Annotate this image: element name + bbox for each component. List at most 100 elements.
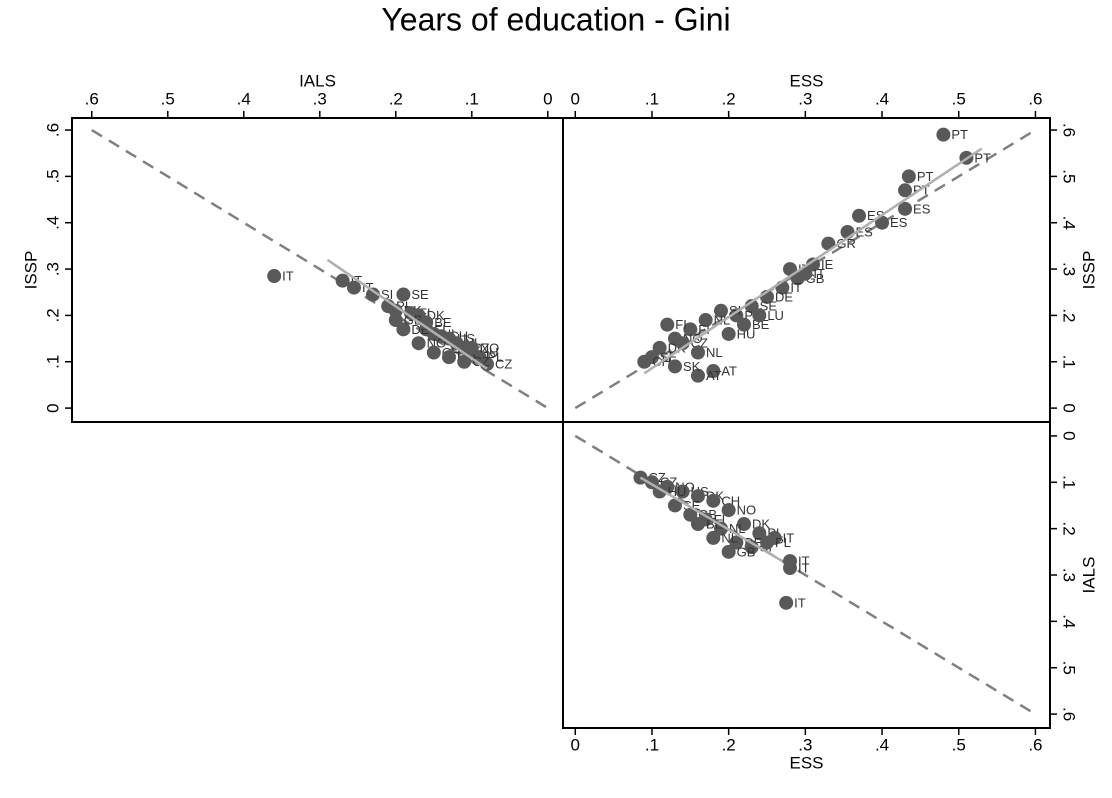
x-tick-label: .3 bbox=[798, 89, 812, 108]
point bbox=[396, 322, 411, 337]
point bbox=[729, 308, 744, 323]
point bbox=[898, 201, 913, 216]
point bbox=[736, 517, 751, 531]
point-label: SK bbox=[683, 359, 701, 374]
point bbox=[365, 287, 380, 302]
x-tick-label: .4 bbox=[875, 735, 889, 754]
point-label: NO bbox=[737, 503, 757, 518]
point-label: IT bbox=[794, 595, 806, 610]
point bbox=[752, 308, 767, 323]
point bbox=[729, 535, 744, 550]
point-label: BE bbox=[434, 315, 452, 330]
y-tick-label: .1 bbox=[43, 355, 62, 369]
point bbox=[690, 368, 705, 383]
point-label: GB bbox=[737, 544, 756, 559]
point bbox=[690, 489, 705, 504]
point bbox=[683, 322, 698, 337]
y-tick-label: .5 bbox=[43, 169, 62, 183]
point-label: FI bbox=[714, 512, 726, 527]
y-tick-label: .3 bbox=[1060, 568, 1079, 582]
y-tick-label: .4 bbox=[1060, 216, 1079, 230]
x-tick-label: .2 bbox=[722, 735, 736, 754]
point bbox=[335, 273, 350, 288]
point-label: FI bbox=[698, 322, 710, 337]
point bbox=[713, 521, 728, 536]
x-tick-label: .2 bbox=[722, 89, 736, 108]
y-tick-label: 0 bbox=[1060, 431, 1079, 440]
point bbox=[660, 317, 675, 332]
point bbox=[721, 503, 736, 518]
chart-title: Years of education - Gini bbox=[381, 1, 730, 37]
reference-line bbox=[91, 128, 549, 410]
point bbox=[683, 507, 698, 522]
point bbox=[464, 340, 479, 355]
point bbox=[744, 299, 759, 314]
y-tick-label: .6 bbox=[1060, 707, 1079, 721]
point bbox=[736, 317, 751, 332]
y-tick-label: .5 bbox=[1060, 661, 1079, 675]
y-tick-label: .2 bbox=[1060, 522, 1079, 536]
point bbox=[396, 287, 411, 302]
x-tick-label: .3 bbox=[313, 89, 327, 108]
point-label: PL bbox=[775, 535, 791, 550]
point bbox=[690, 345, 705, 360]
point-label: IT bbox=[798, 560, 810, 575]
point bbox=[426, 345, 441, 360]
x-axis-label: ESS bbox=[789, 71, 823, 90]
point-label: FI bbox=[434, 322, 446, 337]
y-tick-label: .5 bbox=[1060, 169, 1079, 183]
y-tick-label: .3 bbox=[43, 262, 62, 276]
x-tick-label: .1 bbox=[465, 89, 479, 108]
fit-line bbox=[326, 258, 488, 370]
point bbox=[441, 350, 456, 365]
point bbox=[806, 257, 821, 272]
point-label: SE bbox=[411, 287, 429, 302]
y-tick-label: .2 bbox=[1060, 308, 1079, 322]
fit-line bbox=[643, 147, 983, 375]
x-tick-label: 0 bbox=[571, 89, 580, 108]
y-tick-label: .3 bbox=[1060, 262, 1079, 276]
point bbox=[752, 526, 767, 541]
x-tick-label: .4 bbox=[237, 89, 251, 108]
point-label: HU bbox=[668, 484, 687, 499]
y-axis-label: IALS bbox=[1079, 557, 1098, 594]
x-tick-label: .4 bbox=[875, 89, 889, 108]
x-tick-label: .1 bbox=[645, 89, 659, 108]
y-tick-label: .2 bbox=[43, 308, 62, 322]
point-label: PT bbox=[951, 127, 968, 142]
point-label: IT bbox=[783, 530, 795, 545]
y-tick-label: .6 bbox=[43, 123, 62, 137]
point bbox=[706, 530, 721, 545]
y-tick-label: .1 bbox=[1060, 475, 1079, 489]
x-tick-label: .6 bbox=[1028, 89, 1042, 108]
point-label: AT bbox=[721, 363, 737, 378]
point-label: SE bbox=[760, 299, 778, 314]
x-tick-label: .6 bbox=[1028, 735, 1042, 754]
x-axis-label: ESS bbox=[789, 753, 823, 772]
y-tick-label: 0 bbox=[1060, 403, 1079, 412]
point-label: NO bbox=[480, 340, 500, 355]
point-label: FI bbox=[675, 317, 687, 332]
point bbox=[901, 169, 916, 184]
point bbox=[411, 336, 426, 351]
point-label: GR bbox=[836, 236, 856, 251]
point bbox=[898, 183, 913, 198]
point-label: ES bbox=[890, 215, 908, 230]
point-label: AT bbox=[706, 368, 722, 383]
point bbox=[698, 313, 713, 328]
point-label: IT bbox=[813, 266, 825, 281]
point bbox=[713, 303, 728, 318]
point-label: ES bbox=[856, 224, 874, 239]
x-tick-label: .5 bbox=[952, 89, 966, 108]
y-axis-label: ISSP bbox=[1079, 251, 1098, 290]
point-label: NL bbox=[706, 345, 723, 360]
point-label: NL bbox=[721, 530, 738, 545]
point-label: IE bbox=[821, 257, 834, 272]
point-label: IT bbox=[790, 280, 802, 295]
point-label: CZ bbox=[472, 354, 489, 369]
point-label: LU bbox=[767, 308, 784, 323]
point bbox=[388, 313, 403, 328]
y-tick-label: .4 bbox=[43, 216, 62, 230]
point bbox=[721, 326, 736, 341]
